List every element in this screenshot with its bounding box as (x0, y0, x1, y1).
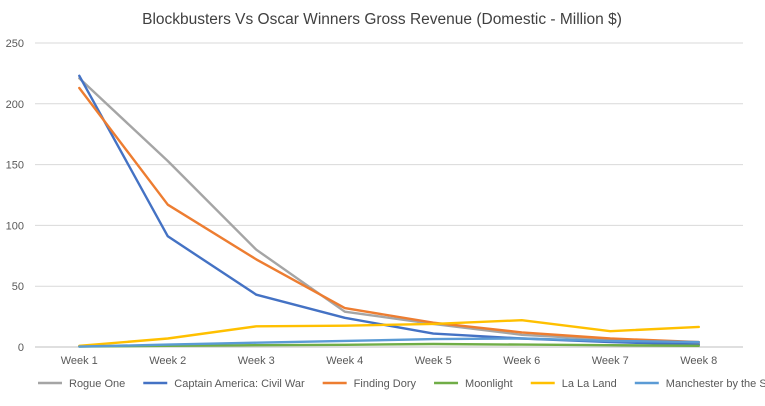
x-tick-label: Week 8 (680, 355, 717, 367)
legend-entry-label: Moonlight (465, 378, 513, 390)
legend: Rogue One Captain America: Civil War Findi… (38, 378, 765, 390)
legend-entry-label: Captain America: Civil War (174, 378, 305, 390)
chart-title: Blockbusters Vs Oscar Winners Gross Reve… (142, 11, 622, 28)
y-tick-label: 250 (6, 38, 24, 50)
x-tick-label: Week 1 (61, 355, 98, 367)
legend-entry-label: Manchester by the Sea (666, 378, 765, 390)
x-axis-ticks: Week 1 Week 2 Week 3 Week 4 Week 5 Week 6 Week… (61, 355, 718, 367)
y-axis-ticks: 0 50 100 150 200 250 (6, 38, 24, 354)
x-tick-label: Week 4 (326, 355, 363, 367)
series-line-1 (79, 76, 699, 345)
legend-entry-label: Rogue One (69, 378, 125, 390)
x-tick-label: Week 6 (503, 355, 540, 367)
x-tick-label: Week 3 (238, 355, 275, 367)
y-tick-label: 0 (18, 342, 24, 354)
gridlines (35, 43, 743, 347)
legend-entry-label: La La Land (562, 378, 617, 390)
series-line-0 (79, 78, 699, 343)
series-lines (79, 76, 699, 347)
y-tick-label: 150 (6, 160, 24, 172)
legend-entry-label: Finding Dory (354, 378, 417, 390)
x-tick-label: Week 2 (149, 355, 186, 367)
y-tick-label: 100 (6, 220, 24, 232)
x-tick-label: Week 5 (415, 355, 452, 367)
x-tick-label: Week 7 (592, 355, 629, 367)
y-tick-label: 50 (12, 281, 24, 293)
y-tick-label: 200 (6, 99, 24, 111)
series-line-2 (79, 88, 699, 342)
